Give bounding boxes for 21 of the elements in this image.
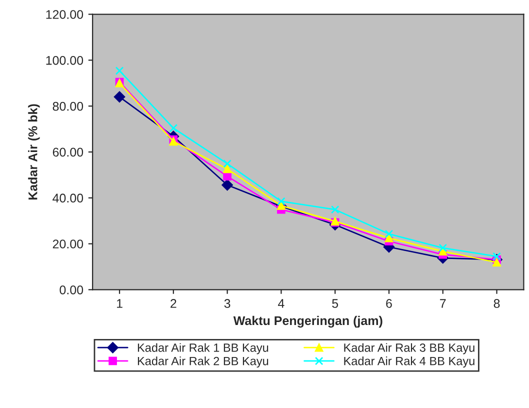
x-tick-label: 8	[494, 299, 500, 308]
y-tick-label: 120.00	[46, 10, 84, 19]
y-tick-label: 60.00	[52, 148, 84, 157]
x-tick-label: 6	[386, 299, 392, 308]
legend-label: Kadar Air Rak 3 BB Kayu	[344, 343, 474, 354]
legend-label: Kadar Air Rak 1 BB Kayu	[138, 343, 268, 354]
y-tick-label: 20.00	[52, 240, 84, 248]
x-tick-label: 1	[117, 299, 122, 308]
y-tick-label: 100.00	[46, 56, 84, 65]
x-axis-title: Waktu Pengeringan (jam)	[233, 316, 382, 328]
y-axis-title: Kadar Air (% bk)	[28, 104, 40, 200]
y-tick-label: 40.00	[52, 194, 84, 203]
legend-label: Kadar Air Rak 2 BB Kayu	[138, 356, 268, 368]
y-tick-label: 0.00	[60, 285, 84, 294]
x-tick-label: 4	[278, 299, 284, 308]
y-tick-label: 80.00	[52, 102, 84, 111]
x-tick-label: 2	[170, 299, 176, 308]
legend-label: Kadar Air Rak 4 BB Kayu	[344, 356, 474, 368]
x-tick-label: 7	[440, 299, 446, 308]
x-tick-label: 5	[332, 299, 338, 308]
x-tick-label: 3	[224, 299, 230, 308]
